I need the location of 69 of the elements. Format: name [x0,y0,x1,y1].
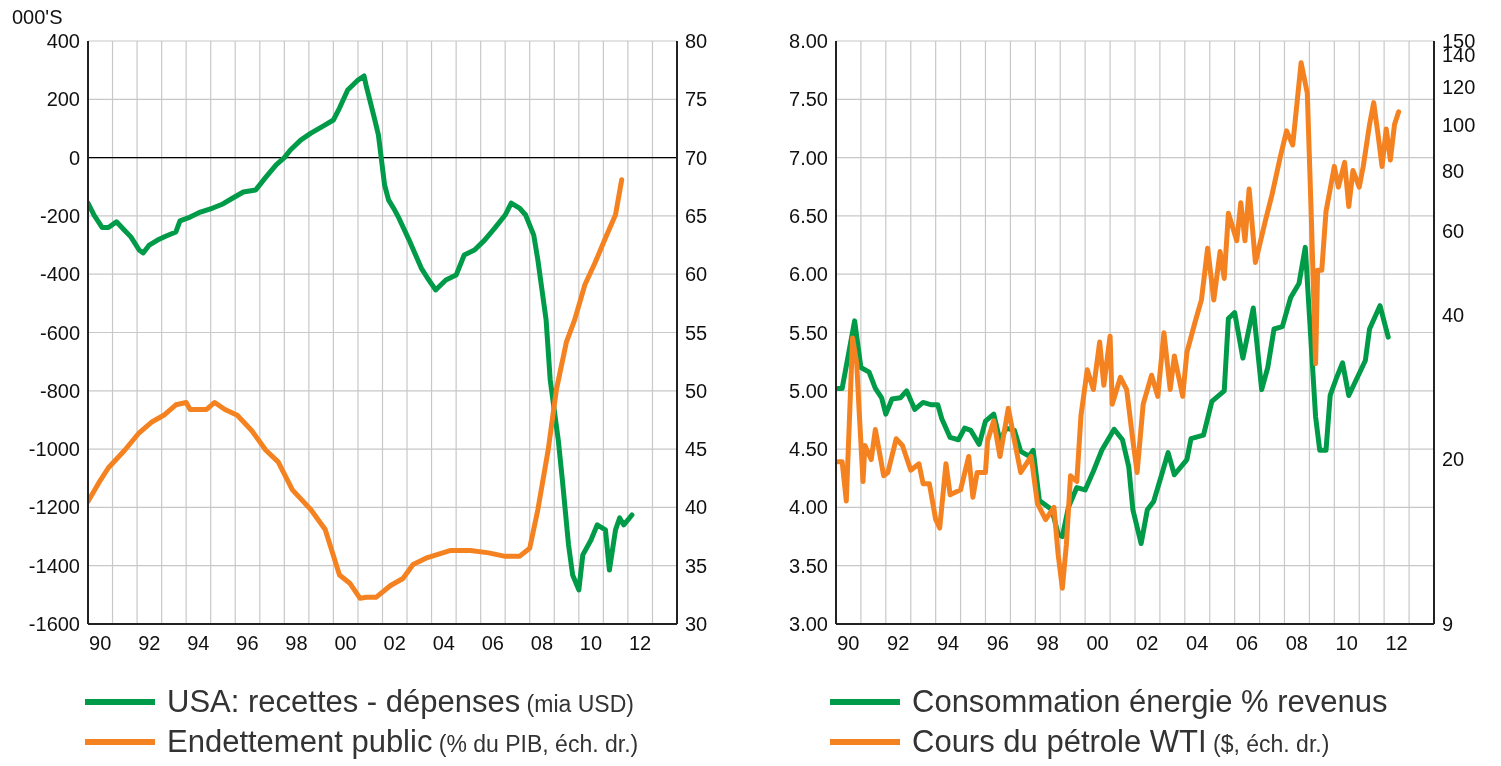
y-tick-label: -200 [38,204,80,227]
y-tick-label: 0 [67,146,80,169]
y-tick-label: 7.00 [788,146,828,169]
legend-label: Cours du pétrole WTI ($, éch. dr.) [912,724,1330,760]
y2-tick-label: 20 [1442,447,1465,470]
y-tick-label: 400 [45,30,80,52]
y-tick-label: -1600 [27,613,80,635]
y-tick-label: -1200 [27,496,80,519]
y2-tick-label: 40 [1442,303,1465,326]
y2-tick-label: 80 [685,30,708,52]
y-tick-label: 8.00 [788,30,828,52]
x-tick-label: 08 [530,632,554,655]
x-tick-label: 12 [628,632,652,655]
y-tick-label: 6.00 [788,263,828,286]
x-tick-label: 92 [887,632,910,655]
x-tick-label: 94 [187,632,210,655]
y2-tick-label: 50 [685,379,708,402]
y2-tick-label: 9 [1442,613,1454,635]
y-tick-label: 6.50 [788,204,828,227]
y-tick-label: -1400 [27,554,80,577]
y-tick-label: -1000 [27,438,80,461]
x-tick-label: 02 [383,632,406,655]
y-tick-label: 4.00 [788,496,828,519]
y-tick-label: 7.50 [788,88,828,111]
x-tick-label: 10 [579,632,603,655]
x-tick-label: 06 [1235,632,1259,655]
x-tick-label: 90 [837,632,860,655]
y-tick-label: 4.50 [788,438,828,461]
y2-tick-label: 70 [685,146,708,169]
x-tick-label: 04 [1186,632,1209,655]
x-tick-label: 00 [1086,632,1109,655]
y2-tick-label: 45 [685,438,708,461]
legend-label: USA: recettes - dépenses (mia USD) [167,684,634,720]
legend-label: Consommation énergie % revenus [912,684,1388,720]
y-tick-label: 5.50 [788,321,828,344]
x-tick-label: 94 [936,632,960,655]
y2-tick-label: 60 [1442,219,1465,242]
x-tick-label: 04 [432,632,455,655]
x-tick-label: 98 [1036,632,1059,655]
x-tick-label: 92 [138,632,161,655]
y2-tick-label: 40 [685,496,708,519]
y-tick-label: -800 [38,379,80,402]
y2-tick-label: 30 [685,613,708,635]
y-tick-label: -400 [38,263,80,286]
y-tick-label: 3.00 [788,613,828,635]
x-tick-label: 96 [986,632,1010,655]
x-tick-label: 06 [481,632,504,655]
x-tick-label: 00 [334,632,357,655]
y2-tick-label: 55 [685,321,708,344]
x-tick-label: 08 [1285,632,1309,655]
y2-tick-label: 35 [685,554,708,577]
x-tick-label: 10 [1335,632,1358,655]
x-tick-label: 98 [285,632,308,655]
x-tick-label: 96 [236,632,259,655]
legend-label: Endettement public (% du PIB, éch. dr.) [167,724,639,760]
x-tick-label: 02 [1136,632,1159,655]
x-tick-label: 90 [89,632,112,655]
y2-tick-label: 120 [1442,76,1476,99]
y-axis-title: 000'S [12,6,63,29]
y2-tick-label: 80 [1442,160,1465,183]
y-tick-label: 3.50 [788,554,828,577]
y2-tick-label: 65 [685,204,708,227]
x-tick-label: 12 [1385,632,1408,655]
y2-tick-label: 60 [685,263,708,286]
y-tick-label: 5.00 [788,379,828,402]
y2-tick-label: 75 [685,88,708,111]
y-tick-label: -600 [38,321,80,344]
y2-tick-label: 100 [1442,114,1476,137]
y-tick-label: 200 [45,88,80,111]
